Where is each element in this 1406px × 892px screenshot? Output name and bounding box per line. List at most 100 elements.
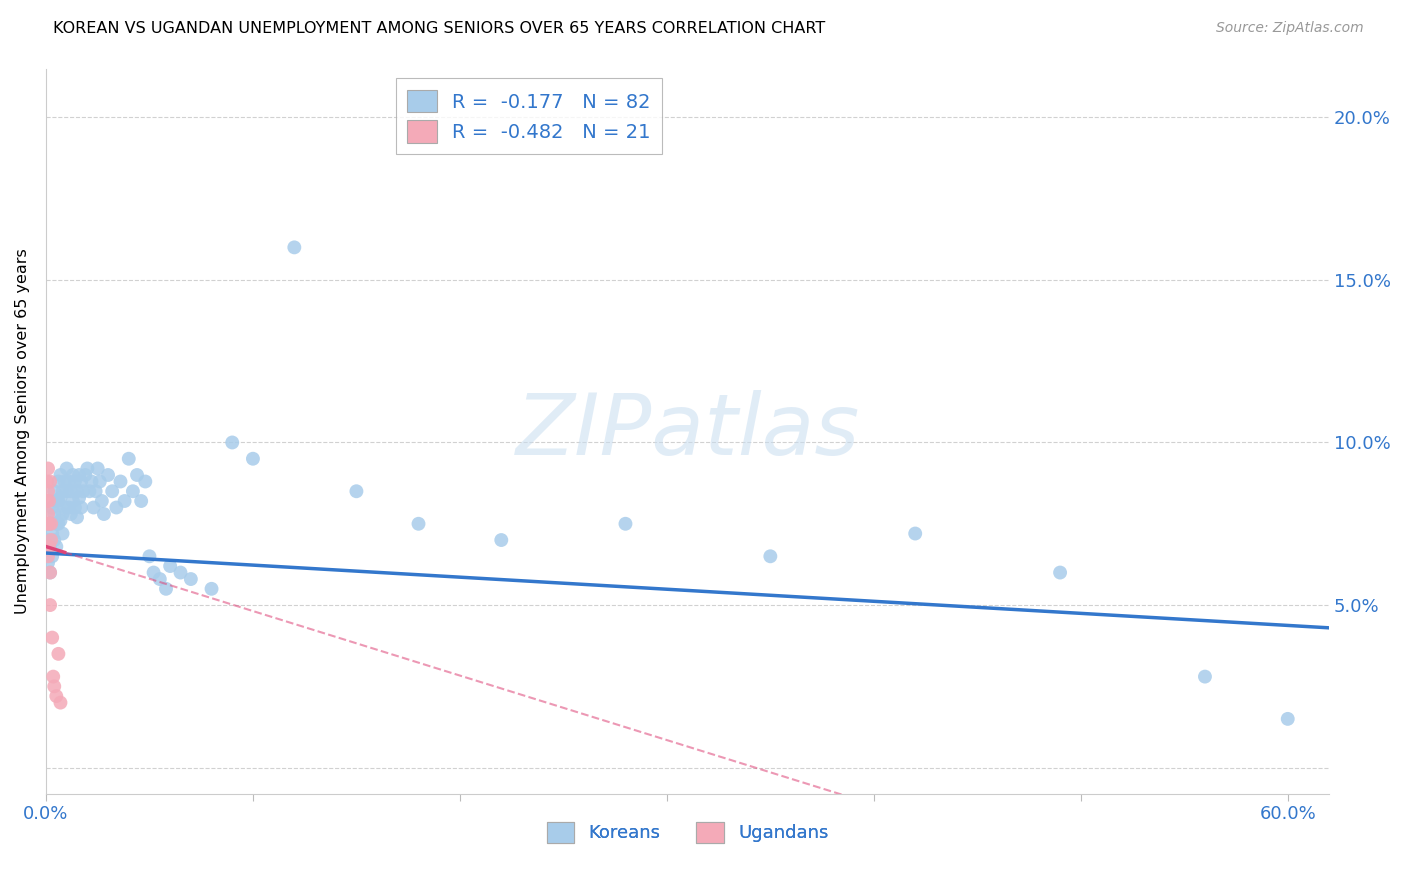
Point xyxy=(41,549,63,564)
Point xyxy=(110,475,132,489)
Point xyxy=(491,533,513,547)
Point xyxy=(1277,712,1299,726)
Point xyxy=(37,461,59,475)
Point xyxy=(39,598,62,612)
Point xyxy=(138,549,160,564)
Point xyxy=(48,475,70,489)
Point xyxy=(149,572,172,586)
Point xyxy=(39,533,62,547)
Point xyxy=(48,647,70,661)
Point xyxy=(37,533,59,547)
Text: ZIPatlas: ZIPatlas xyxy=(516,390,859,473)
Point xyxy=(37,556,59,570)
Y-axis label: Unemployment Among Seniors over 65 years: Unemployment Among Seniors over 65 years xyxy=(15,248,30,614)
Point xyxy=(75,468,97,483)
Point xyxy=(49,491,72,505)
Point xyxy=(97,468,120,483)
Point xyxy=(53,500,76,515)
Point xyxy=(66,510,89,524)
Point xyxy=(39,566,62,580)
Point xyxy=(44,679,66,693)
Point xyxy=(101,484,124,499)
Point xyxy=(55,461,77,475)
Point xyxy=(93,507,115,521)
Point xyxy=(42,670,65,684)
Point xyxy=(45,689,67,703)
Point xyxy=(105,500,128,515)
Point xyxy=(70,475,93,489)
Point xyxy=(1194,670,1216,684)
Point xyxy=(39,540,62,554)
Point xyxy=(614,516,637,531)
Point xyxy=(48,516,70,531)
Point xyxy=(1049,566,1071,580)
Point xyxy=(37,549,59,564)
Point xyxy=(38,494,60,508)
Text: Source: ZipAtlas.com: Source: ZipAtlas.com xyxy=(1216,21,1364,36)
Point xyxy=(344,484,367,499)
Point xyxy=(72,484,94,499)
Point xyxy=(86,461,108,475)
Point xyxy=(51,507,73,521)
Legend: Koreans, Ugandans: Koreans, Ugandans xyxy=(540,814,835,850)
Point xyxy=(155,582,177,596)
Point xyxy=(122,484,145,499)
Point xyxy=(169,566,191,580)
Point xyxy=(38,516,60,531)
Point xyxy=(39,475,62,489)
Point xyxy=(55,484,77,499)
Point xyxy=(200,582,222,596)
Point xyxy=(41,526,63,541)
Point xyxy=(242,451,264,466)
Point xyxy=(39,516,62,531)
Point xyxy=(759,549,782,564)
Point xyxy=(37,484,59,499)
Point xyxy=(53,475,76,489)
Point xyxy=(66,484,89,499)
Point xyxy=(58,475,80,489)
Point xyxy=(408,516,430,531)
Point xyxy=(58,500,80,515)
Point xyxy=(70,500,93,515)
Point xyxy=(35,494,58,508)
Point xyxy=(41,500,63,515)
Point xyxy=(67,491,90,505)
Point xyxy=(51,526,73,541)
Point xyxy=(62,494,84,508)
Point xyxy=(45,540,67,554)
Point xyxy=(67,468,90,483)
Point xyxy=(159,559,181,574)
Point xyxy=(49,696,72,710)
Point xyxy=(283,240,305,254)
Point xyxy=(44,484,66,499)
Point xyxy=(180,572,202,586)
Point xyxy=(49,468,72,483)
Point xyxy=(90,494,112,508)
Point xyxy=(84,484,107,499)
Point xyxy=(142,566,165,580)
Point xyxy=(38,540,60,554)
Point xyxy=(59,484,82,499)
Point xyxy=(125,468,148,483)
Point xyxy=(39,516,62,531)
Text: KOREAN VS UGANDAN UNEMPLOYMENT AMONG SENIORS OVER 65 YEARS CORRELATION CHART: KOREAN VS UGANDAN UNEMPLOYMENT AMONG SEN… xyxy=(53,21,825,37)
Point xyxy=(45,516,67,531)
Point xyxy=(904,526,927,541)
Point xyxy=(49,514,72,528)
Point xyxy=(118,451,141,466)
Point xyxy=(89,475,111,489)
Point xyxy=(37,507,59,521)
Point xyxy=(63,475,86,489)
Point xyxy=(45,494,67,508)
Point xyxy=(221,435,243,450)
Point xyxy=(63,500,86,515)
Point xyxy=(59,507,82,521)
Point xyxy=(79,484,101,499)
Point xyxy=(35,475,58,489)
Point xyxy=(80,475,103,489)
Point xyxy=(48,494,70,508)
Point xyxy=(114,494,136,508)
Point xyxy=(51,484,73,499)
Point xyxy=(39,566,62,580)
Point xyxy=(44,533,66,547)
